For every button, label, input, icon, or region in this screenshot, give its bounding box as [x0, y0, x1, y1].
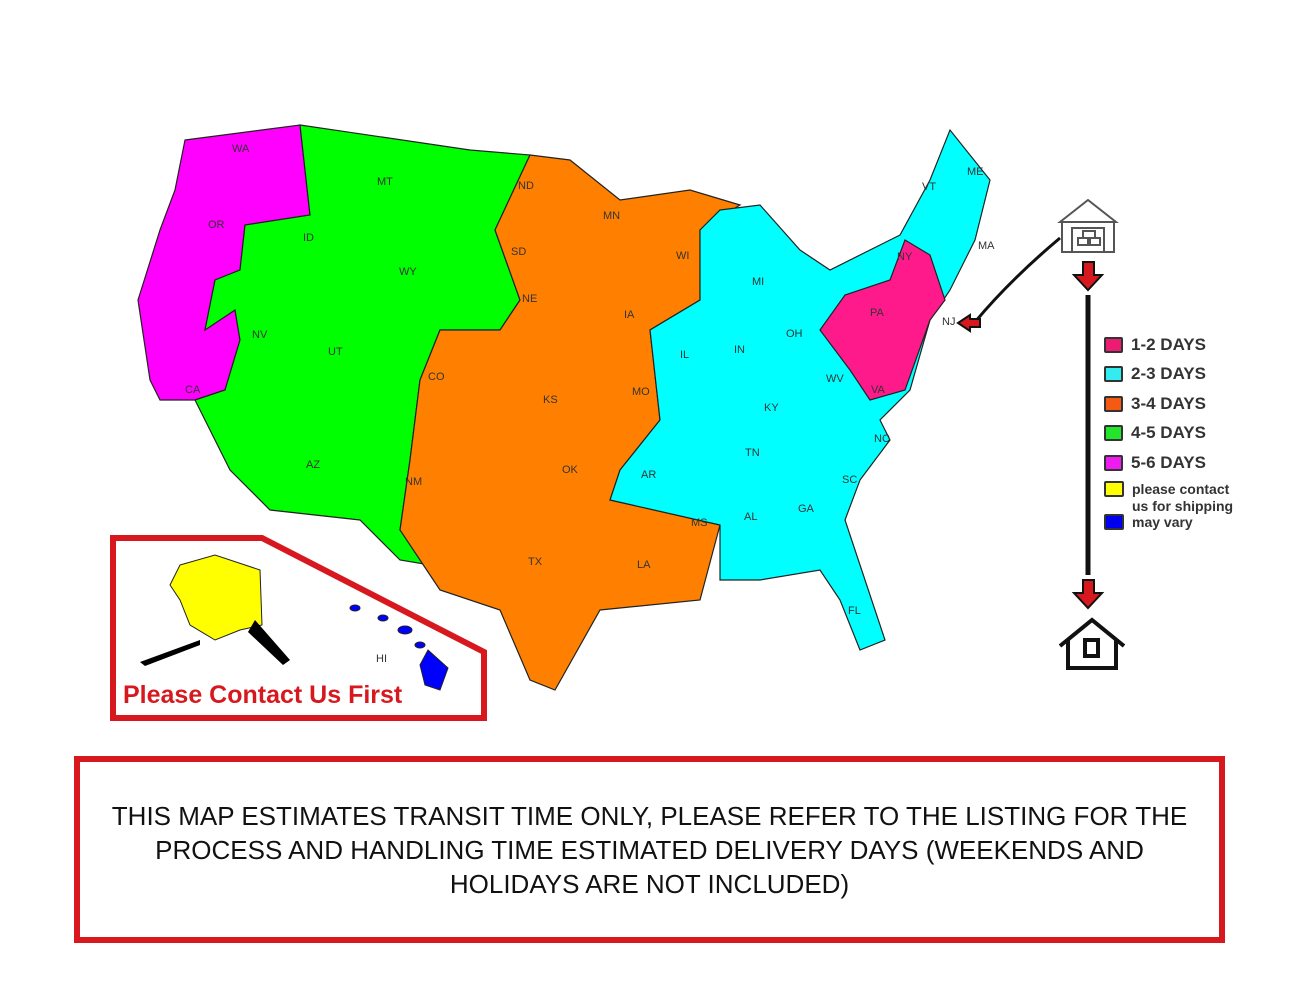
state-label-ne: NE: [522, 293, 537, 305]
legend-note-line: please contact: [1132, 481, 1230, 498]
state-label-ia: IA: [624, 309, 635, 321]
state-label-ga: GA: [798, 503, 815, 515]
state-label-oh: OH: [786, 328, 803, 340]
state-label-id: ID: [303, 232, 314, 244]
legend-swatch-yellow: [1104, 481, 1124, 498]
legend-swatch: [1104, 425, 1123, 442]
legend-swatch: [1104, 454, 1123, 471]
legend-item: 2-3 DAYS: [1104, 360, 1206, 390]
legend-label: 5-6 DAYS: [1131, 452, 1206, 472]
inset-label: Please Contact Us First: [123, 681, 403, 709]
state-label-mo: MO: [632, 386, 650, 398]
state-label-va: VA: [871, 384, 886, 396]
legend-swatch-blue: [1104, 514, 1124, 531]
state-label-wy: WY: [399, 266, 417, 278]
state-label-ar: AR: [641, 469, 656, 481]
state-label-il: IL: [680, 349, 689, 361]
state-label-nv: NV: [252, 329, 268, 341]
state-label-tn: TN: [745, 447, 760, 459]
legend-item: 3-4 DAYS: [1104, 389, 1206, 419]
state-label-in: IN: [734, 344, 745, 356]
state-label-az: AZ: [306, 459, 320, 471]
legend-note-line: may vary: [1132, 514, 1193, 531]
state-label-al: AL: [744, 511, 757, 523]
hawaii: [349, 604, 449, 691]
state-label-ny: NY: [897, 251, 913, 263]
legend-note-line: us for shipping: [1132, 497, 1234, 514]
state-label-nm: NM: [405, 476, 422, 488]
state-label-mi: MI: [752, 276, 764, 288]
state-label-ks: KS: [543, 394, 558, 406]
state-label-ms: MS: [691, 517, 708, 529]
state-label-ok: OK: [562, 464, 579, 476]
alaska-islands: [140, 640, 200, 666]
state-label-tx: TX: [528, 556, 543, 568]
legend-label: 4-5 DAYS: [1131, 423, 1206, 443]
transit-notice: THIS MAP ESTIMATES TRANSIT TIME ONLY, PL…: [74, 756, 1225, 943]
house-icon: [1058, 617, 1126, 670]
legend-note: please contact us for shipping may vary: [1104, 481, 1233, 531]
arrow-down-icon: [1071, 579, 1105, 610]
legend-label: 2-3 DAYS: [1131, 364, 1206, 384]
legend-label: 3-4 DAYS: [1131, 393, 1206, 413]
route-arrow: [973, 236, 1061, 323]
state-label-fl: FL: [848, 605, 861, 617]
warehouse-icon: [1057, 198, 1119, 253]
state-label-la: LA: [637, 559, 651, 571]
state-label-sc: SC: [842, 474, 857, 486]
state-label-nd: ND: [518, 180, 534, 192]
state-label-pa: PA: [870, 307, 885, 319]
state-label-me: ME: [967, 166, 984, 178]
state-label-ma: MA: [978, 240, 995, 252]
state-label-ut: UT: [328, 346, 343, 358]
state-label-or: OR: [208, 219, 225, 231]
state-label-vt: VT: [922, 181, 936, 193]
state-label-nj: NJ: [942, 316, 955, 328]
zone-2-3-days: [609, 128, 991, 651]
state-label-hi: HI: [376, 653, 387, 665]
state-label-wi: WI: [676, 250, 689, 262]
state-label-ca: CA: [185, 384, 201, 396]
legend-item: 1-2 DAYS: [1104, 330, 1206, 360]
legend: 1-2 DAYS 2-3 DAYS 3-4 DAYS 4-5 DAYS 5-6 DAYS: [1104, 330, 1206, 478]
state-label-wa: WA: [232, 143, 250, 155]
alaska: [169, 554, 263, 641]
state-label-nc: NC: [874, 433, 890, 445]
legend-swatch: [1104, 336, 1123, 353]
zone-1-2-days: [819, 239, 946, 401]
state-label-mt: MT: [377, 176, 393, 188]
arrow-left-icon: [956, 313, 981, 333]
arrow-down-icon: [1071, 261, 1105, 292]
alaska-panhandle: [248, 620, 290, 665]
alaska-hawaii-inset-border: [110, 535, 487, 721]
legend-item: 5-6 DAYS: [1104, 448, 1206, 478]
state-label-co: CO: [428, 371, 445, 383]
legend-label: 1-2 DAYS: [1131, 334, 1206, 354]
state-label-wv: WV: [826, 373, 844, 385]
legend-item: 4-5 DAYS: [1104, 419, 1206, 449]
legend-swatch: [1104, 366, 1123, 383]
legend-swatch: [1104, 395, 1123, 412]
state-label-sd: SD: [511, 246, 526, 258]
state-label-ky: KY: [764, 402, 779, 414]
state-label-mn: MN: [603, 210, 620, 222]
